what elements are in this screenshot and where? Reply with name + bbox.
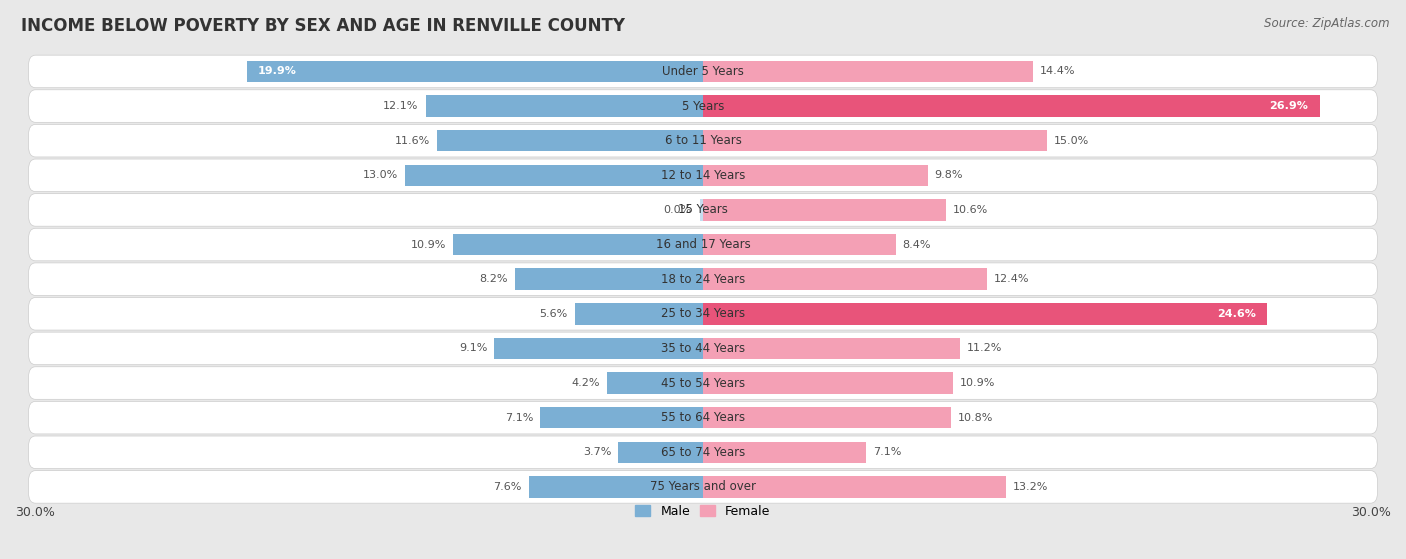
Text: 10.6%: 10.6%: [953, 205, 988, 215]
Text: 19.9%: 19.9%: [259, 67, 297, 77]
Text: 14.4%: 14.4%: [1040, 67, 1076, 77]
Text: 5 Years: 5 Years: [682, 100, 724, 112]
Text: 16 and 17 Years: 16 and 17 Years: [655, 238, 751, 251]
Text: 3.7%: 3.7%: [583, 447, 612, 457]
Text: 24.6%: 24.6%: [1216, 309, 1256, 319]
Text: 75 Years and over: 75 Years and over: [650, 480, 756, 494]
Text: 10.8%: 10.8%: [957, 413, 993, 423]
Bar: [703, 164, 928, 186]
Text: 9.1%: 9.1%: [458, 343, 488, 353]
FancyBboxPatch shape: [28, 471, 1378, 503]
Bar: [703, 96, 1320, 117]
Bar: [426, 96, 703, 117]
FancyBboxPatch shape: [28, 297, 1378, 330]
Text: 55 to 64 Years: 55 to 64 Years: [661, 411, 745, 424]
FancyBboxPatch shape: [28, 159, 1378, 192]
Bar: [405, 164, 703, 186]
Text: Source: ZipAtlas.com: Source: ZipAtlas.com: [1264, 17, 1389, 30]
Text: 65 to 74 Years: 65 to 74 Years: [661, 446, 745, 459]
FancyBboxPatch shape: [28, 90, 1378, 122]
Text: 9.8%: 9.8%: [935, 170, 963, 181]
Bar: [703, 338, 960, 359]
Bar: [703, 234, 896, 255]
Text: 25 to 34 Years: 25 to 34 Years: [661, 307, 745, 320]
Text: 45 to 54 Years: 45 to 54 Years: [661, 377, 745, 390]
Bar: [495, 338, 703, 359]
Text: 4.2%: 4.2%: [571, 378, 600, 388]
Text: 6 to 11 Years: 6 to 11 Years: [665, 134, 741, 147]
Text: 15 Years: 15 Years: [678, 203, 728, 216]
Bar: [575, 303, 703, 325]
Bar: [703, 476, 1005, 498]
Text: 12.1%: 12.1%: [384, 101, 419, 111]
Bar: [703, 130, 1047, 151]
Text: 7.1%: 7.1%: [505, 413, 533, 423]
Text: 26.9%: 26.9%: [1270, 101, 1309, 111]
Bar: [703, 303, 1267, 325]
FancyBboxPatch shape: [28, 193, 1378, 226]
Text: 10.9%: 10.9%: [411, 240, 446, 249]
Text: 12.4%: 12.4%: [994, 274, 1029, 284]
Bar: [515, 268, 703, 290]
Text: 13.0%: 13.0%: [363, 170, 398, 181]
Bar: [529, 476, 703, 498]
FancyBboxPatch shape: [28, 332, 1378, 364]
Text: 8.2%: 8.2%: [479, 274, 508, 284]
Text: INCOME BELOW POVERTY BY SEX AND AGE IN RENVILLE COUNTY: INCOME BELOW POVERTY BY SEX AND AGE IN R…: [21, 17, 626, 35]
FancyBboxPatch shape: [28, 125, 1378, 157]
Bar: [246, 61, 703, 82]
FancyBboxPatch shape: [28, 367, 1378, 399]
FancyBboxPatch shape: [28, 228, 1378, 261]
Text: 18 to 24 Years: 18 to 24 Years: [661, 273, 745, 286]
Bar: [703, 407, 950, 428]
Text: 10.9%: 10.9%: [960, 378, 995, 388]
Bar: [703, 61, 1033, 82]
Text: 11.6%: 11.6%: [395, 136, 430, 146]
Text: 30.0%: 30.0%: [1351, 506, 1391, 519]
Text: 7.1%: 7.1%: [873, 447, 901, 457]
Legend: Male, Female: Male, Female: [630, 500, 776, 523]
Text: Under 5 Years: Under 5 Years: [662, 65, 744, 78]
FancyBboxPatch shape: [28, 263, 1378, 296]
Bar: [606, 372, 703, 394]
Text: 7.6%: 7.6%: [494, 482, 522, 492]
Text: 35 to 44 Years: 35 to 44 Years: [661, 342, 745, 355]
Text: 12 to 14 Years: 12 to 14 Years: [661, 169, 745, 182]
Text: 13.2%: 13.2%: [1012, 482, 1047, 492]
Text: 15.0%: 15.0%: [1054, 136, 1090, 146]
FancyBboxPatch shape: [28, 55, 1378, 88]
Text: 0.0%: 0.0%: [664, 205, 692, 215]
Bar: [453, 234, 703, 255]
Text: 11.2%: 11.2%: [967, 343, 1002, 353]
Bar: [540, 407, 703, 428]
Bar: [703, 442, 866, 463]
Bar: [703, 268, 987, 290]
FancyBboxPatch shape: [28, 436, 1378, 468]
Text: 8.4%: 8.4%: [903, 240, 931, 249]
Bar: [619, 442, 703, 463]
Bar: [437, 130, 703, 151]
Bar: [700, 199, 703, 221]
Bar: [703, 199, 946, 221]
Text: 30.0%: 30.0%: [15, 506, 55, 519]
FancyBboxPatch shape: [28, 401, 1378, 434]
Text: 5.6%: 5.6%: [540, 309, 568, 319]
Bar: [703, 372, 953, 394]
